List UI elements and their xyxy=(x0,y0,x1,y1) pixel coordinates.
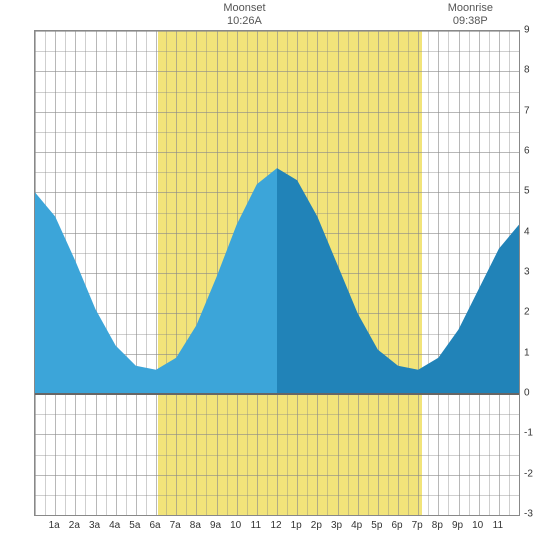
x-tick-label: 11 xyxy=(493,520,503,531)
x-tick-label: 3p xyxy=(331,520,342,531)
y-tick-label: 4 xyxy=(524,226,530,237)
x-tick-label: 3a xyxy=(89,520,100,531)
zero-line xyxy=(35,393,519,395)
x-tick-label: 5a xyxy=(129,520,140,531)
moonrise-header: Moonrise09:38P xyxy=(448,2,493,28)
x-tick-label: 4a xyxy=(109,520,120,531)
x-tick-label: 9a xyxy=(210,520,221,531)
y-tick-label: 1 xyxy=(524,347,530,358)
tide-am xyxy=(35,168,277,394)
x-tick-label: 1p xyxy=(291,520,302,531)
x-tick-label: 4p xyxy=(351,520,362,531)
x-tick-label: 6a xyxy=(149,520,160,531)
moonrise-header-time: 09:38P xyxy=(448,15,493,28)
y-tick-label: 3 xyxy=(524,267,530,278)
x-tick-label: 10 xyxy=(472,520,483,531)
y-tick-label: 6 xyxy=(524,146,530,157)
y-tick-label: 0 xyxy=(524,388,530,399)
y-tick-label: 7 xyxy=(524,105,530,116)
x-tick-label: 1a xyxy=(49,520,60,531)
x-tick-label: 8p xyxy=(432,520,443,531)
x-tick-label: 12 xyxy=(270,520,281,531)
y-tick-label: -3 xyxy=(524,509,533,520)
moonset-header: Moonset10:26A xyxy=(223,2,265,28)
x-tick-label: 10 xyxy=(230,520,241,531)
y-tick-label: 2 xyxy=(524,307,530,318)
y-tick-label: 5 xyxy=(524,186,530,197)
grid-h xyxy=(35,515,519,516)
x-tick-label: 2p xyxy=(311,520,322,531)
x-tick-label: 2a xyxy=(69,520,80,531)
x-tick-label: 6p xyxy=(391,520,402,531)
x-tick-label: 9p xyxy=(452,520,463,531)
tide-chart: -3-2-101234567891a2a3a4a5a6a7a8a9a101112… xyxy=(0,0,550,550)
x-tick-label: 11 xyxy=(251,520,261,531)
y-tick-label: -2 xyxy=(524,468,533,479)
x-tick-label: 7a xyxy=(170,520,181,531)
y-tick-label: 9 xyxy=(524,25,530,36)
x-tick-label: 5p xyxy=(371,520,382,531)
moonset-header-label: Moonset xyxy=(223,2,265,15)
x-tick-label: 8a xyxy=(190,520,201,531)
moonrise-header-label: Moonrise xyxy=(448,2,493,15)
tide-pm xyxy=(277,168,519,394)
x-tick-label: 7p xyxy=(412,520,423,531)
plot-area xyxy=(34,30,520,516)
y-tick-label: 8 xyxy=(524,65,530,76)
y-tick-label: -1 xyxy=(524,428,533,439)
tide-area xyxy=(35,31,519,515)
moonset-header-time: 10:26A xyxy=(223,15,265,28)
grid-v xyxy=(519,31,520,515)
